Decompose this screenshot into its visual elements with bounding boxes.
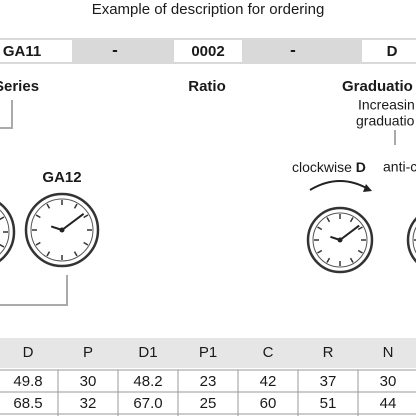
table-cell: 49.8 xyxy=(13,373,42,390)
code-ratio: 0002 xyxy=(191,43,224,60)
table-cell: 32 xyxy=(80,395,97,412)
gauge-face xyxy=(0,209,10,255)
gauge-tick xyxy=(317,249,323,254)
gauge-tick xyxy=(326,217,331,223)
table-cell: 44 xyxy=(380,395,397,412)
table-cell: 60 xyxy=(260,395,277,412)
table: D P D1 P1 C R N 49.8 30 48.2 23 42 37 30 68.5 32 67.0 25 6… xyxy=(0,344,416,416)
table-cell: 48.2 xyxy=(133,373,162,390)
table-header: P xyxy=(83,344,93,361)
table-header: D1 xyxy=(138,344,157,361)
gauge-tick xyxy=(83,214,89,219)
table-header-bg xyxy=(0,338,416,368)
arrow xyxy=(309,180,371,191)
gauge-tick xyxy=(349,217,354,223)
label-ratio: Ratio xyxy=(188,78,226,95)
direction: clockwise D xyxy=(292,159,366,175)
table-header: C xyxy=(263,344,274,361)
gauge-tick xyxy=(35,241,41,246)
code-graduation: D xyxy=(387,43,398,60)
table-header: P1 xyxy=(199,344,217,361)
direction-text: clockwise xyxy=(292,159,352,175)
code-box xyxy=(0,40,72,62)
table-header: D xyxy=(23,344,34,361)
gauge-tick xyxy=(349,257,354,263)
table-cell: 25 xyxy=(200,395,217,412)
gauge-tick xyxy=(0,216,5,221)
gauge-tick xyxy=(0,243,5,248)
code-box xyxy=(362,40,416,62)
gauge-hand xyxy=(339,224,360,241)
gauge-tick xyxy=(35,214,41,219)
gauge-tick xyxy=(73,251,78,257)
table-cell: 30 xyxy=(380,373,397,390)
table-cell: 30 xyxy=(80,373,97,390)
table-cell: 37 xyxy=(320,373,337,390)
direction: anti-cl xyxy=(383,159,416,175)
direction-code: D xyxy=(356,159,366,175)
gauge-tick xyxy=(46,251,51,257)
note: graduatio xyxy=(356,113,415,129)
code-sep: - xyxy=(112,40,118,59)
gauge-face xyxy=(412,226,416,254)
arrow-head xyxy=(363,184,372,192)
gauge-face xyxy=(312,212,368,268)
gauge-tick xyxy=(357,226,363,231)
gauge-label: GA12 xyxy=(42,169,81,186)
gauge-face xyxy=(30,198,94,262)
table-cell: 42 xyxy=(260,373,277,390)
code-box xyxy=(174,40,242,62)
gauge-tick xyxy=(317,226,323,231)
gauge-rim xyxy=(406,216,416,264)
label-graduation: Graduatio xyxy=(342,78,413,95)
bracket xyxy=(0,100,396,306)
gauges xyxy=(0,192,416,274)
gauge-hub xyxy=(59,227,65,233)
gauge-tick xyxy=(83,241,89,246)
table-cell: 23 xyxy=(200,373,217,390)
gauge-hub xyxy=(337,237,343,243)
gauge-tick xyxy=(326,257,331,263)
label-series: Series xyxy=(0,78,39,95)
table-cell: 67.0 xyxy=(133,395,162,412)
table-header: R xyxy=(323,344,334,361)
code-series: GA11 xyxy=(3,43,41,60)
gauge-tick xyxy=(357,249,363,254)
table-header: N xyxy=(383,344,394,361)
table-cell: 68.5 xyxy=(13,395,42,412)
table-cell: 51 xyxy=(320,395,337,412)
gauge-tick xyxy=(46,203,51,209)
code-sep: - xyxy=(290,40,296,59)
title: Example of description for ordering xyxy=(92,1,325,18)
note: Increasin xyxy=(358,97,415,113)
gauge-tick xyxy=(73,203,78,209)
gauge-hand xyxy=(61,213,85,231)
